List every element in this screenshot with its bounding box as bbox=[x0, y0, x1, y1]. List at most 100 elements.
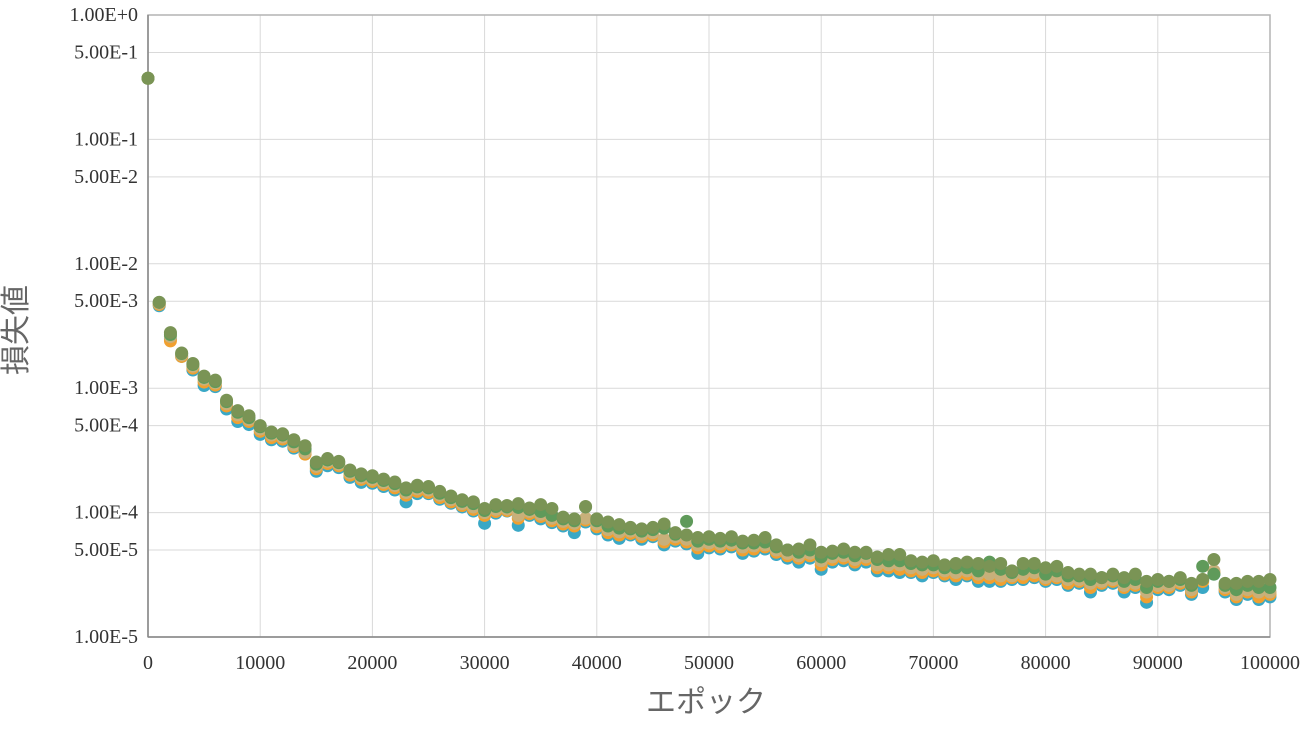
data-point bbox=[466, 495, 480, 509]
data-point bbox=[354, 467, 368, 481]
data-point bbox=[1128, 567, 1142, 581]
data-point bbox=[511, 497, 525, 511]
data-point bbox=[747, 533, 761, 547]
data-point bbox=[1252, 574, 1266, 588]
data-point bbox=[141, 71, 155, 85]
data-point bbox=[298, 439, 312, 453]
data-point bbox=[1140, 574, 1154, 588]
label-layer: 0 10000 20000 30000 40000 50000 60000 70000 8000… bbox=[70, 4, 1301, 674]
data-point bbox=[859, 545, 873, 559]
data-point bbox=[1061, 566, 1075, 579]
data-point bbox=[702, 530, 716, 544]
data-point bbox=[332, 454, 346, 468]
data-point bbox=[814, 545, 828, 559]
data-point bbox=[949, 556, 963, 570]
data-point bbox=[612, 518, 626, 532]
data-point bbox=[399, 481, 413, 495]
x-tick-label: 60000 bbox=[796, 652, 846, 674]
y-tick-label: 1.00E-2 bbox=[74, 253, 138, 275]
data-point bbox=[1184, 576, 1198, 590]
data-point bbox=[926, 554, 940, 568]
data-point bbox=[534, 498, 548, 512]
data-point bbox=[152, 295, 166, 309]
x-tick-label: 0 bbox=[143, 652, 153, 674]
data-point bbox=[410, 478, 424, 492]
data-point bbox=[1196, 559, 1210, 573]
data-point bbox=[657, 517, 671, 531]
data-point bbox=[657, 532, 671, 546]
y-tick-label: 5.00E-3 bbox=[74, 290, 138, 312]
x-tick-label: 90000 bbox=[1133, 652, 1183, 674]
data-point bbox=[1263, 572, 1277, 586]
data-point bbox=[478, 501, 492, 515]
data-point bbox=[781, 543, 795, 557]
data-point bbox=[1106, 567, 1120, 581]
data-point bbox=[1229, 576, 1243, 590]
data-point bbox=[1196, 572, 1210, 586]
data-point bbox=[579, 499, 593, 513]
data-point bbox=[1207, 552, 1221, 566]
x-axis-title: エポック bbox=[646, 685, 766, 720]
data-point bbox=[1027, 556, 1041, 570]
data-point bbox=[321, 452, 335, 466]
data-point bbox=[1218, 576, 1232, 590]
data-point bbox=[635, 522, 649, 536]
data-point bbox=[1151, 572, 1165, 586]
y-tick-label: 1.00E-5 bbox=[74, 626, 138, 648]
data-point bbox=[848, 545, 862, 559]
data-point bbox=[893, 548, 907, 562]
data-point bbox=[983, 559, 996, 573]
data-point bbox=[590, 512, 604, 526]
y-tick-label: 5.00E-5 bbox=[74, 539, 138, 561]
data-point bbox=[803, 538, 817, 552]
y-tick-label: 5.00E-2 bbox=[74, 166, 138, 188]
points-layer bbox=[141, 71, 1277, 609]
x-tick-label: 20000 bbox=[347, 652, 397, 674]
data-point bbox=[231, 404, 245, 418]
data-point bbox=[422, 480, 435, 494]
data-point bbox=[1162, 574, 1176, 588]
x-tick-label: 50000 bbox=[684, 652, 734, 674]
data-point bbox=[388, 475, 402, 489]
x-tick-label: 30000 bbox=[460, 652, 510, 674]
data-point bbox=[220, 393, 234, 407]
data-point bbox=[792, 542, 806, 556]
data-point bbox=[365, 469, 379, 483]
data-point bbox=[197, 369, 211, 383]
data-point bbox=[545, 501, 559, 515]
y-tick-label: 1.00E-4 bbox=[74, 502, 138, 524]
data-point bbox=[680, 514, 694, 528]
series-5 bbox=[141, 71, 1277, 590]
data-point bbox=[1050, 559, 1064, 573]
data-point bbox=[1072, 567, 1086, 581]
data-point bbox=[1207, 567, 1221, 581]
data-point bbox=[904, 554, 918, 568]
x-tick-label: 70000 bbox=[908, 652, 958, 674]
data-point bbox=[736, 534, 750, 548]
data-point bbox=[444, 489, 458, 503]
data-point bbox=[870, 550, 884, 564]
data-point bbox=[309, 455, 323, 469]
y-tick-label: 1.00E-3 bbox=[74, 377, 138, 399]
data-point bbox=[837, 542, 851, 556]
data-point bbox=[455, 493, 469, 507]
data-point bbox=[882, 548, 896, 562]
data-point bbox=[186, 356, 200, 370]
axis-layer bbox=[147, 14, 1271, 638]
data-point bbox=[343, 463, 357, 477]
data-point bbox=[1117, 571, 1131, 585]
data-point bbox=[713, 531, 727, 545]
data-point bbox=[500, 499, 514, 513]
data-point bbox=[489, 498, 503, 512]
data-point bbox=[264, 425, 278, 439]
data-point bbox=[556, 510, 570, 524]
data-point bbox=[242, 409, 256, 423]
data-point bbox=[691, 531, 705, 545]
data-point bbox=[938, 558, 952, 572]
data-point bbox=[724, 530, 738, 544]
data-point bbox=[377, 472, 391, 486]
data-point bbox=[208, 373, 222, 387]
data-point bbox=[522, 501, 536, 515]
data-point bbox=[433, 484, 447, 498]
